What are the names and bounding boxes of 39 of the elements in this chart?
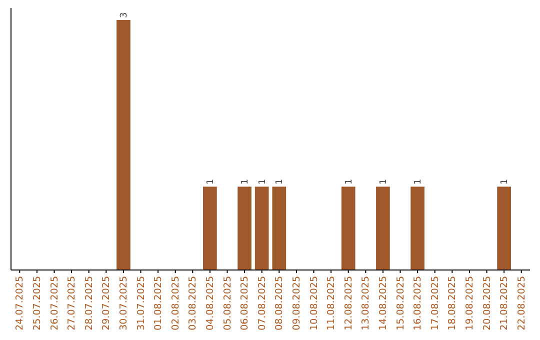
x-tick-label: 16.08.2025: [412, 276, 424, 330]
x-tick-label: 03.08.2025: [188, 276, 199, 330]
x-tick-label: 26.07.2025: [49, 276, 60, 330]
x-tick-label: 25.07.2025: [32, 276, 43, 330]
data-label: 1: [240, 178, 251, 185]
x-tick-label: 17.08.2025: [430, 276, 441, 330]
x-tick-label: 31.07.2025: [136, 276, 147, 330]
x-tick-label: 09.08.2025: [291, 276, 302, 330]
x-tick-label: 28.07.2025: [84, 276, 95, 330]
x-tick-label: 19.08.2025: [464, 276, 476, 330]
x-tick-label: 13.08.2025: [360, 276, 372, 330]
data-label: 1: [275, 178, 286, 185]
x-tick-label: 22.08.2025: [516, 276, 528, 330]
data-label: 1: [500, 178, 510, 185]
data-label: 1: [414, 178, 424, 185]
x-tick-label: 14.08.2025: [378, 276, 389, 330]
x-tick-label: 20.08.2025: [482, 276, 493, 330]
data-label: 1: [206, 178, 216, 185]
x-tick-label: 29.07.2025: [101, 276, 112, 330]
x-tick-label: 12.08.2025: [343, 276, 354, 330]
x-tick-label: 08.08.2025: [274, 276, 286, 330]
x-tick-label: 01.08.2025: [153, 276, 164, 330]
data-label: 1: [378, 178, 389, 185]
x-tick-label: 24.07.2025: [14, 276, 26, 330]
x-tick-label: 07.08.2025: [256, 276, 268, 330]
x-tick-label: 30.07.2025: [118, 276, 130, 330]
x-tick-label: 05.08.2025: [222, 276, 234, 330]
data-label: 3: [119, 12, 130, 18]
x-tick-label: 06.08.2025: [240, 276, 251, 330]
x-tick-label: 11.08.2025: [326, 276, 338, 330]
data-label: 1: [344, 178, 354, 185]
x-tick-label: 21.08.2025: [499, 276, 510, 330]
x-tick-label: 10.08.2025: [308, 276, 320, 330]
x-tick-label: 15.08.2025: [395, 276, 406, 330]
data-label: 1: [258, 178, 268, 185]
x-tick-label: 02.08.2025: [170, 276, 182, 330]
x-tick-label: 27.07.2025: [66, 276, 78, 330]
x-tick-label: 04.08.2025: [204, 276, 216, 330]
x-tick-label: 18.08.2025: [447, 276, 458, 330]
